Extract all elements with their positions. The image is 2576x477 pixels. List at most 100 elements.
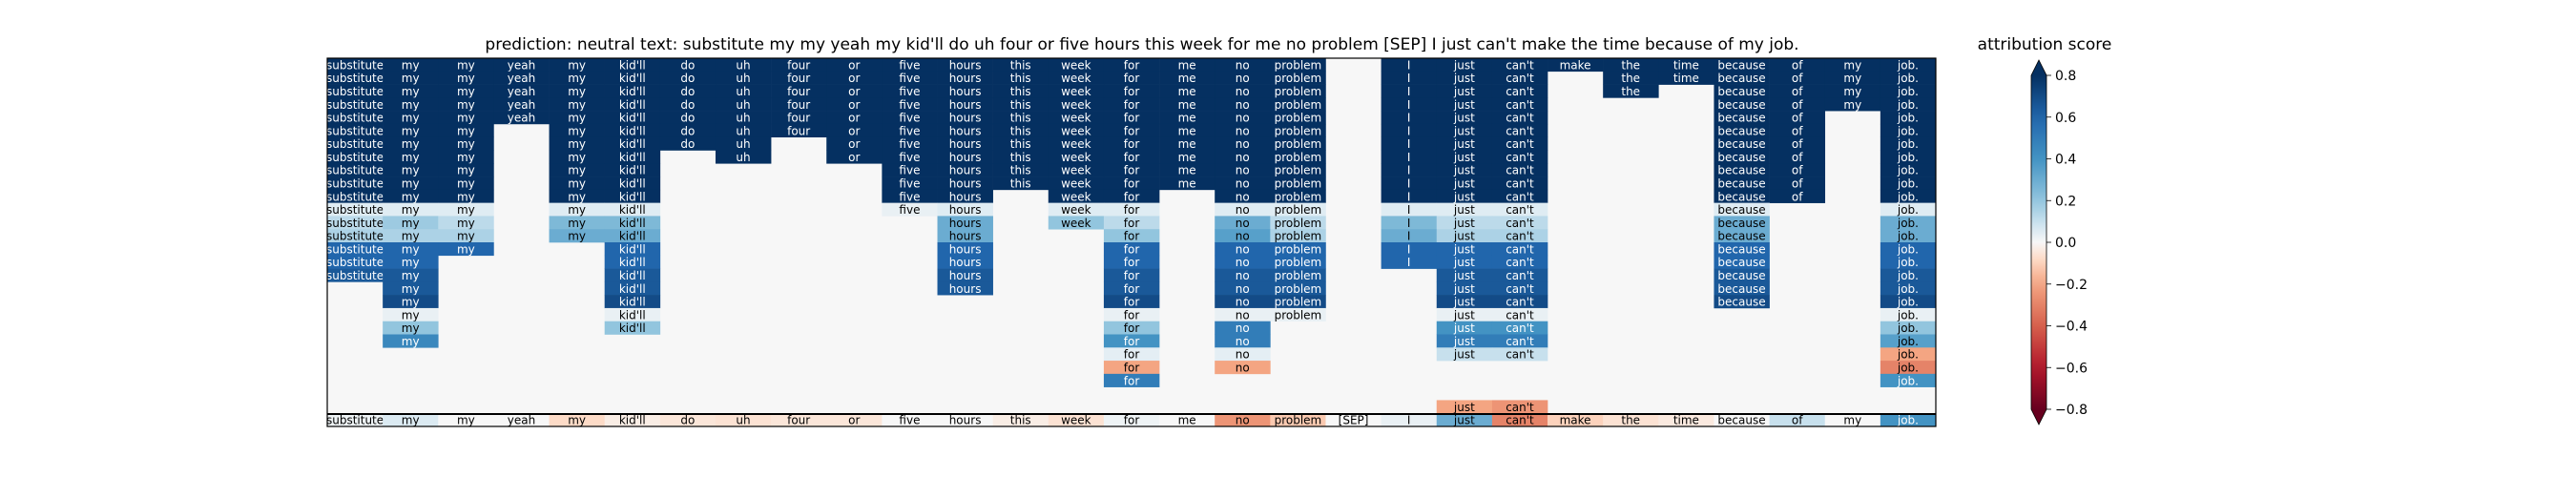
cell-token-label: I (1407, 230, 1411, 243)
heatmap-cell (1270, 136, 1326, 151)
cell-token-label: hours (949, 164, 982, 177)
cell-token-label: just (1453, 230, 1475, 243)
heatmap-cell (327, 242, 384, 257)
cell-token-label: my (457, 176, 475, 190)
heatmap-cell (1491, 307, 1548, 322)
cell-token-label: no (1236, 230, 1250, 243)
cell-token-label: for (1124, 217, 1140, 230)
cell-token-label: I (1407, 72, 1411, 85)
cell-token-label: I (1407, 137, 1411, 151)
heatmap-cell (1491, 347, 1548, 362)
heatmap-cell (1603, 58, 1659, 73)
colorbar-gradient (2031, 75, 2046, 409)
heatmap-cell (1436, 334, 1493, 348)
cell-token-label: substitute (326, 137, 384, 151)
cell-token-label: job. (1897, 308, 1919, 321)
cell-token-label: job. (1897, 164, 1919, 177)
heatmap-cell (1103, 361, 1160, 375)
heatmap-cell (1215, 334, 1271, 348)
cell-token-label: my (457, 151, 475, 164)
heatmap-cell (604, 84, 661, 98)
cell-token-label: my (402, 176, 420, 190)
heatmap-cell (1714, 97, 1770, 112)
cell-token-label: my (1843, 85, 1861, 98)
heatmap-cell (937, 58, 993, 73)
heatmap-cell (549, 202, 605, 217)
cell-token-label: I (1407, 190, 1411, 203)
heatmap-cell (1270, 163, 1326, 177)
cell-token-label: my (568, 414, 586, 427)
cell-token-label: just (1453, 269, 1475, 282)
heatmap-cell (327, 189, 384, 203)
heatmap-cell (1159, 413, 1215, 427)
cell-token-label: my (402, 85, 420, 98)
heatmap-cell (826, 58, 883, 73)
heatmap-cell (937, 71, 993, 85)
heatmap-cell (438, 150, 494, 164)
cell-token-label: for (1124, 203, 1140, 217)
heatmap-cell (937, 150, 993, 164)
cell-token-label: for (1124, 374, 1140, 387)
heatmap-cell (1436, 71, 1493, 85)
heatmap-cell (937, 123, 993, 138)
cell-token-label: because (1717, 124, 1765, 137)
heatmap-cell (1270, 97, 1326, 112)
cell-token-label: of (1792, 85, 1803, 98)
cell-token-label: can't (1506, 203, 1534, 217)
heatmap-cell (715, 413, 772, 427)
cell-token-label: job. (1897, 72, 1919, 85)
heatmap-cell (438, 136, 494, 151)
colorbar-tick-label: 0.4 (2055, 153, 2076, 168)
cell-token-label: yeah (508, 58, 535, 72)
cell-token-label: substitute (326, 269, 384, 282)
heatmap-cell (1381, 150, 1438, 164)
heatmap-cell (937, 413, 993, 427)
cell-token-label: because (1717, 217, 1765, 230)
cell-token-label: hours (949, 269, 982, 282)
cell-token-label: can't (1506, 242, 1534, 256)
heatmap-cell (1381, 111, 1438, 125)
cell-token-label: because (1717, 414, 1765, 427)
cell-token-label: my (457, 85, 475, 98)
heatmap-cell (438, 229, 494, 243)
heatmap-cell (1880, 242, 1937, 257)
heatmap-cell (1880, 295, 1937, 309)
heatmap-cell (1491, 400, 1548, 414)
cell-token-label: no (1236, 98, 1250, 112)
cell-token-label: make (1560, 414, 1591, 427)
cell-token-label: for (1124, 137, 1140, 151)
heatmap-cell (882, 163, 938, 177)
heatmap-cell (1769, 413, 1826, 427)
heatmap-cell (1436, 189, 1493, 203)
cell-token-label: just (1453, 401, 1475, 414)
heatmap-cell (383, 84, 439, 98)
cell-token-label: my (402, 321, 420, 335)
heatmap-cell (1215, 123, 1271, 138)
cell-token-label: hours (949, 72, 982, 85)
heatmap-cell (659, 58, 717, 73)
heatmap-cell (1769, 136, 1826, 151)
heatmap-cell (992, 136, 1049, 151)
heatmap-cell (1215, 58, 1271, 73)
cell-token-label: for (1124, 335, 1140, 348)
cell-token-label: for (1124, 190, 1140, 203)
cell-token-label: can't (1506, 190, 1534, 203)
cell-token-label: no (1236, 72, 1250, 85)
cell-token-label: my (457, 217, 475, 230)
heatmap-cell (1714, 202, 1770, 217)
cell-token-label: my (402, 256, 420, 269)
heatmap-cell (1491, 71, 1548, 85)
heatmap-cell (937, 136, 993, 151)
cell-token-label: because (1717, 137, 1765, 151)
heatmap-cell (604, 136, 661, 151)
cell-token-label: kid'll (619, 112, 646, 125)
cell-token-label: my (402, 242, 420, 256)
heatmap-cell (1436, 123, 1493, 138)
heatmap-cell (383, 229, 439, 243)
heatmap-cell (1603, 71, 1659, 85)
heatmap-cell (604, 281, 661, 296)
heatmap-cell (1103, 84, 1160, 98)
cell-token-label: hours (949, 137, 982, 151)
heatmap-cell (715, 136, 772, 151)
cell-token-label: no (1236, 335, 1250, 348)
